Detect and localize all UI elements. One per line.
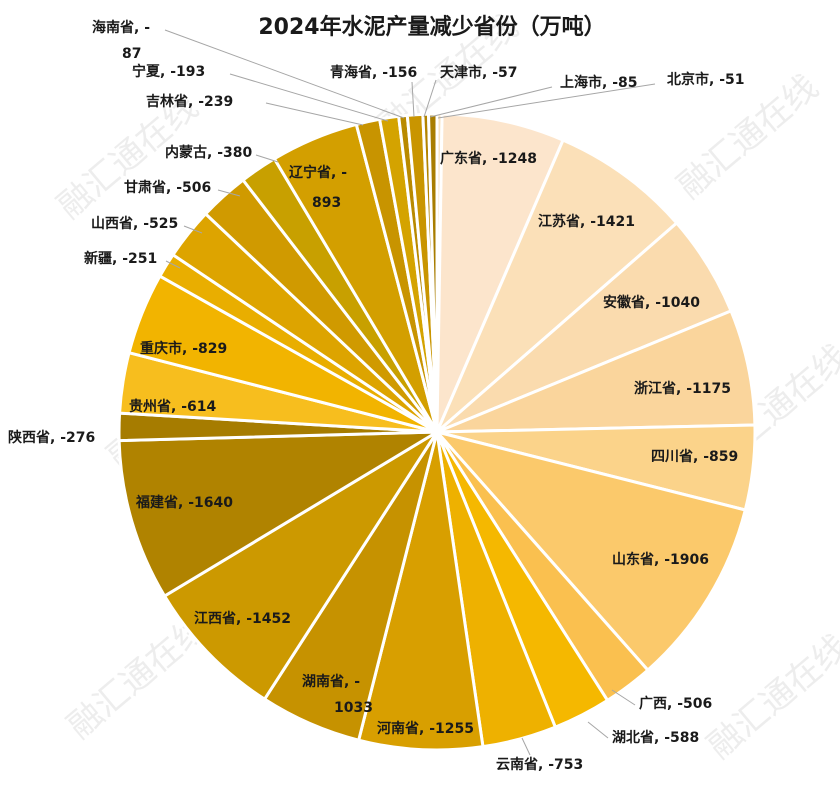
leader-line-21 bbox=[255, 154, 279, 163]
leader-line-19 bbox=[183, 225, 203, 234]
data-label-17: 重庆市, -829 bbox=[140, 340, 227, 357]
leader-line-23 bbox=[265, 102, 364, 126]
data-label-12: 湖南省, -1033 bbox=[302, 673, 373, 716]
leader-line-20 bbox=[217, 189, 241, 197]
data-label-27: 天津市, -57 bbox=[440, 64, 518, 81]
leader-line-24 bbox=[229, 73, 389, 122]
data-label-2: 广东省, -1248 bbox=[440, 150, 537, 167]
data-label-18: 新疆, -251 bbox=[84, 250, 157, 267]
leader-line-9 bbox=[587, 721, 609, 739]
data-label-3: 江苏省, -1421 bbox=[538, 213, 635, 230]
data-label-20: 甘肃省, -506 bbox=[124, 179, 211, 196]
leader-line-26 bbox=[411, 81, 415, 118]
data-label-7: 山东省, -1906 bbox=[612, 551, 709, 568]
data-label-11: 河南省, -1255 bbox=[377, 720, 474, 737]
data-label-4: 安徽省, -1040 bbox=[603, 294, 700, 311]
leader-line-1 bbox=[437, 83, 656, 119]
data-label-10: 云南省, -753 bbox=[496, 756, 583, 773]
pie-slice-11 bbox=[356, 431, 485, 752]
data-label-28: 上海市, -85 bbox=[560, 74, 638, 91]
pie-slice-28 bbox=[426, 112, 439, 433]
pie-slice-14 bbox=[117, 430, 443, 599]
data-label-25: 海南省, -87 bbox=[92, 19, 150, 62]
data-label-9: 湖北省, -588 bbox=[612, 729, 699, 746]
data-label-13: 江西省, -1452 bbox=[194, 610, 291, 627]
leader-line-8 bbox=[611, 689, 636, 706]
data-label-1: 北京市, -51 bbox=[667, 71, 745, 88]
pie-slice-13 bbox=[162, 430, 439, 702]
data-label-6: 四川省, -859 bbox=[651, 448, 738, 465]
leader-line-27 bbox=[423, 79, 437, 118]
data-labels: 北京市, -51 广东省, -1248 江苏省, -1421 安徽省, -1040 浙江… bbox=[8, 19, 745, 773]
data-label-16: 贵州省, -614 bbox=[129, 398, 216, 415]
watermark-text: 融汇通在线 bbox=[700, 627, 840, 767]
data-label-19: 山西省, -525 bbox=[91, 215, 178, 232]
leader-line-10 bbox=[521, 737, 531, 756]
data-label-23: 吉林省, -239 bbox=[146, 93, 233, 110]
data-label-24: 宁夏, -193 bbox=[132, 63, 205, 80]
pie-slice-7 bbox=[432, 429, 748, 673]
data-label-5: 浙江省, -1175 bbox=[634, 380, 731, 397]
leader-line-18 bbox=[165, 260, 181, 269]
data-label-26: 青海省, -156 bbox=[330, 64, 417, 81]
data-label-8: 广西, -506 bbox=[639, 695, 712, 712]
data-label-21: 内蒙古, -380 bbox=[165, 144, 252, 161]
chart-title: 2024年水泥产量减少省份（万吨） bbox=[258, 14, 605, 40]
leader-lines bbox=[164, 29, 656, 756]
data-label-14: 福建省, -1640 bbox=[135, 494, 233, 511]
data-label-15: 陕西省, -276 bbox=[8, 429, 95, 446]
leader-line-25 bbox=[164, 29, 405, 119]
leader-line-28 bbox=[429, 86, 553, 118]
pie-slices bbox=[117, 112, 757, 752]
pie-slice-3 bbox=[435, 138, 679, 434]
pie-slice-2 bbox=[435, 112, 566, 433]
data-label-22: 辽宁省, -893 bbox=[289, 164, 347, 211]
